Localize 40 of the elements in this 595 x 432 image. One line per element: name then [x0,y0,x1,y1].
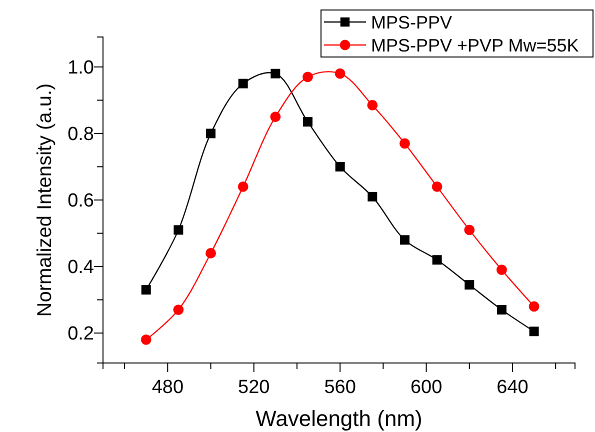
point [464,280,474,290]
point [140,334,152,345]
point [238,78,248,88]
point [368,192,378,202]
y-tick-label: 0.2 [68,324,94,345]
legend-label: MPS-PPV [371,12,452,32]
point [335,162,345,172]
x-tick-label: 600 [410,376,442,398]
point [238,182,248,192]
point [528,301,540,312]
point [496,305,506,315]
y-axis-title: Normalized Intensity (a.u.) [34,83,56,317]
x-tick-label: 560 [324,376,356,398]
legend-label: MPS-PPV +PVP Mw=55K [371,35,579,56]
point [432,182,442,192]
point [302,72,313,82]
y-tick-label: 0.4 [68,257,94,278]
x-tick-label: 520 [238,376,270,398]
y-tick-label: 1.0 [68,58,94,79]
point [270,112,281,122]
point [529,326,539,336]
y-tick-label: 0.6 [68,190,94,212]
x-tick-label: 480 [152,376,184,398]
point [334,68,346,79]
y-tick-label: 0.8 [68,124,94,146]
point [496,264,507,276]
point [206,248,216,258]
point [367,100,378,110]
point [173,304,184,315]
point [400,235,410,245]
point [206,128,216,138]
point [141,285,151,295]
x-axis-title: Wavelength (nm) [256,406,422,431]
point [400,138,410,149]
point [174,225,184,235]
point [432,255,442,265]
x-tick-label: 640 [496,376,528,398]
point [303,117,312,127]
point [270,68,280,78]
point [464,224,475,236]
